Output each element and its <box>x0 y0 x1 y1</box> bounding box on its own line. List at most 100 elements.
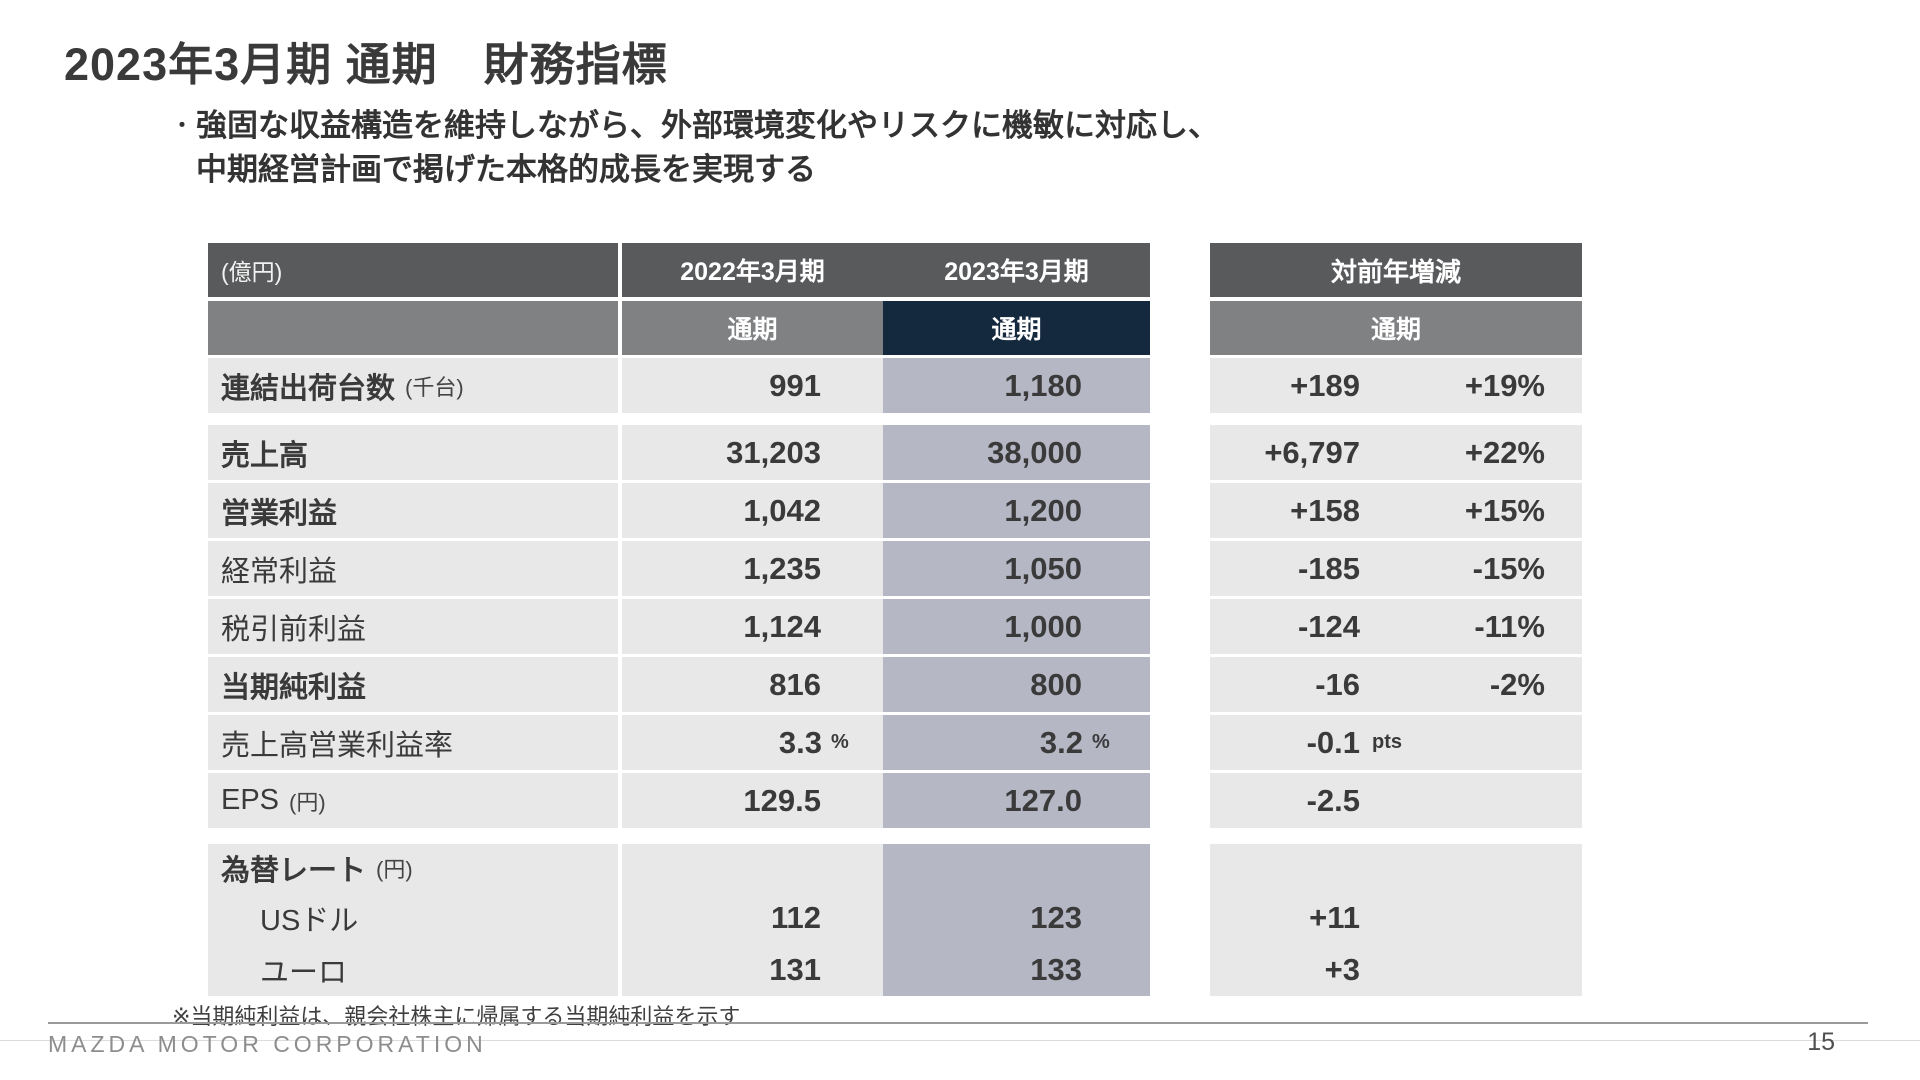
cell-value: 3.2 <box>1039 724 1083 760</box>
yoy-percent: -2% <box>1489 666 1545 702</box>
footnote: ※当期純利益は、親会社株主に帰属する当期純利益を示す <box>172 1004 741 1029</box>
bullet-line-2: 中期経営計画で掲げた本格的成長を実現する <box>172 148 1219 192</box>
table-row-operating-profit: 営業利益 1,042 1,200 <box>208 483 1150 538</box>
yoy-percent: +15% <box>1464 492 1545 528</box>
cell-value: 3.3 <box>778 724 822 760</box>
cell-fy2022: 129.5 <box>622 773 883 828</box>
yoy-value: -16 <box>1315 666 1360 702</box>
row-unit-label: (千台) <box>405 374 464 400</box>
cell-fy2023: 1,200 <box>883 483 1150 538</box>
cell-fy2023: 133 <box>883 944 1150 996</box>
row-label: 売上高営業利益率 <box>208 715 622 770</box>
table-row-ordinary-profit: 経常利益 1,235 1,050 <box>208 541 1150 596</box>
yoy-percent: -15% <box>1472 550 1545 586</box>
yoy-row-fx-usd: +11 <box>1210 892 1582 944</box>
cell-suffix: % <box>831 731 849 753</box>
row-label: 経常利益 <box>208 541 622 596</box>
fx-header-row: 為替レート (円) <box>208 844 1150 892</box>
yoy-header: 対前年増減 <box>1210 243 1582 297</box>
bullet-line-1: ・ 強固な収益構造を維持しながら、外部環境変化やリスクに機敏に対応し、 <box>172 104 1219 148</box>
row-label: 連結出荷台数 (千台) <box>208 358 622 413</box>
yoy-row-net-income: -16 -2% <box>1210 657 1582 712</box>
yoy-value: -185 <box>1297 550 1360 586</box>
row-label-text: 経常利益 <box>221 555 338 588</box>
yoy-row-fx-eur: +3 <box>1210 944 1582 996</box>
yoy-row-pretax-profit: -124 -11% <box>1210 599 1582 654</box>
yoy-empty <box>1210 844 1360 892</box>
yoy-percent: +22% <box>1464 434 1545 470</box>
page-number: 15 <box>1807 1028 1835 1056</box>
yoy-row-operating-margin: -0.1 pts <box>1210 715 1582 770</box>
yoy-empty <box>1360 944 1582 996</box>
yoy-value: +11 <box>1309 900 1360 935</box>
cell-fy2023: 127.0 <box>883 773 1150 828</box>
bullet-text-2: 中期経営計画で掲げた本格的成長を実現する <box>196 152 816 188</box>
fx-label-text: 為替レート <box>221 855 367 887</box>
bullet-text-1: 強固な収益構造を維持しながら、外部環境変化やリスクに機敏に対応し、 <box>196 108 1219 143</box>
bullet-marker: ・ <box>172 114 192 137</box>
row-label-text: 連結出荷台数 <box>221 372 396 405</box>
row-label-text: 当期純利益 <box>221 671 367 704</box>
yoy-value: +189 <box>1290 367 1360 403</box>
period-header-fy2023: 通期 <box>883 301 1150 355</box>
row-label-text: ユーロ <box>260 957 348 989</box>
cell-fy2022: 816 <box>622 657 883 712</box>
yoy-empty <box>1360 892 1582 944</box>
table-header-row-years: (億円) 2022年3月期 2023年3月期 <box>208 243 1150 297</box>
unit-header-cell: (億円) <box>208 243 622 297</box>
footer-divider <box>48 1022 1868 1024</box>
period-header-fy2022: 通期 <box>622 301 883 355</box>
fx-unit-label: (円) <box>376 857 413 882</box>
cell-fy2023: 38,000 <box>883 425 1150 480</box>
yoy-percent: -11% <box>1474 608 1545 644</box>
fx-empty-cell <box>622 844 883 892</box>
row-label-text: 税引前利益 <box>221 613 367 646</box>
column-header-fy2022: 2022年3月期 <box>622 243 883 297</box>
yoy-row-eps: -2.5 <box>1210 773 1582 828</box>
cell-fy2023: 1,050 <box>883 541 1150 596</box>
row-label: ユーロ <box>208 944 622 996</box>
cell-fy2022: 991 <box>622 358 883 413</box>
summary-bullet: ・ 強固な収益構造を維持しながら、外部環境変化やリスクに機敏に対応し、 中期経営… <box>172 104 1219 192</box>
yoy-value: -0.1 <box>1306 724 1360 760</box>
fx-empty-cell <box>883 844 1150 892</box>
cell-fy2022: 1,042 <box>622 483 883 538</box>
row-label: 売上高 <box>208 425 622 480</box>
yoy-row-operating-profit: +158 +15% <box>1210 483 1582 538</box>
cell-fy2023: 1,180 <box>883 358 1150 413</box>
yoy-percent: +19% <box>1464 367 1545 403</box>
cell-fy2022: 3.3 % <box>622 715 883 770</box>
cell-fy2022: 112 <box>622 892 883 944</box>
yoy-empty <box>1360 773 1582 828</box>
yoy-row-revenue: +6,797 +22% <box>1210 425 1582 480</box>
row-label: USドル <box>208 892 622 944</box>
yoy-fx-header-row <box>1210 844 1582 892</box>
row-unit-label: (円) <box>289 789 326 815</box>
yoy-value: +3 <box>1324 952 1360 987</box>
row-label-text: 売上高 <box>221 439 309 472</box>
period-header-spacer <box>208 301 622 355</box>
yoy-value: -124 <box>1297 608 1360 644</box>
table-row-eps: EPS (円) 129.5 127.0 <box>208 773 1150 828</box>
fx-label: 為替レート (円) <box>208 844 622 892</box>
table-row-operating-margin: 売上高営業利益率 3.3 % 3.2 % <box>208 715 1150 770</box>
cell-fy2022: 31,203 <box>622 425 883 480</box>
fx-row-usd: USドル 112 123 <box>208 892 1150 944</box>
table-row-shipments: 連結出荷台数 (千台) 991 1,180 <box>208 358 1150 413</box>
yoy-value: +158 <box>1290 492 1360 528</box>
row-label: 営業利益 <box>208 483 622 538</box>
cell-fy2023: 3.2 % <box>883 715 1150 770</box>
table-row-pretax-profit: 税引前利益 1,124 1,000 <box>208 599 1150 654</box>
row-label-text: 売上高営業利益率 <box>221 729 454 762</box>
footer-divider-light <box>0 1040 1920 1041</box>
row-label-text: 営業利益 <box>221 497 338 530</box>
yoy-row-ordinary-profit: -185 -15% <box>1210 541 1582 596</box>
cell-fy2022: 1,235 <box>622 541 883 596</box>
table-row-net-income: 当期純利益 816 800 <box>208 657 1150 712</box>
column-header-fy2023: 2023年3月期 <box>883 243 1150 297</box>
row-label-text: USドル <box>260 905 359 937</box>
yoy-empty <box>1360 844 1582 892</box>
table-header-row-period: 通期 通期 <box>208 301 1150 355</box>
row-label-text: EPS <box>221 784 280 816</box>
